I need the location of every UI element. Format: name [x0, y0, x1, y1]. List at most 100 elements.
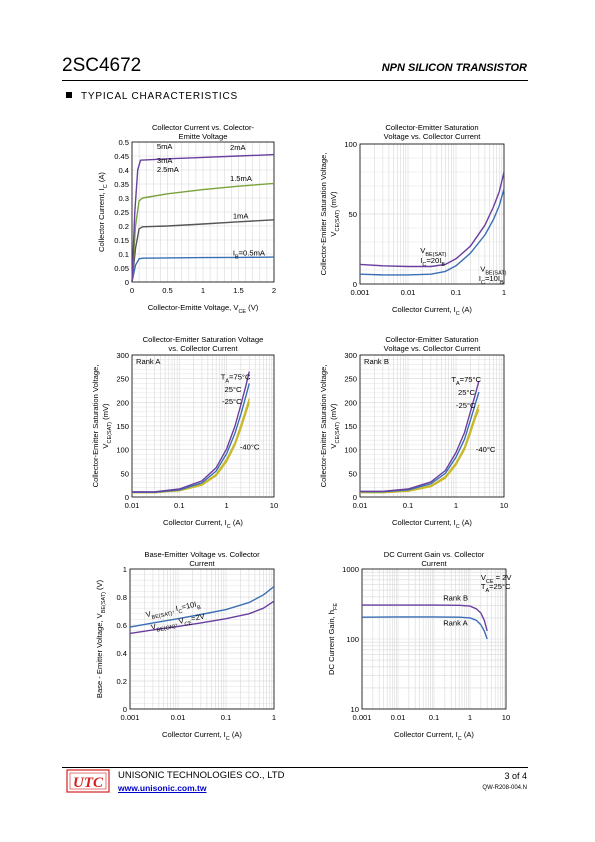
y-tick-label: 50 — [349, 210, 357, 219]
y-axis-label: Collector-Emitter Saturation Voltage, — [91, 365, 100, 488]
document-type: NPN SILICON TRANSISTOR — [381, 62, 527, 74]
y-tick-label: 0.4 — [116, 649, 127, 658]
y-tick-label: 0.6 — [116, 621, 127, 630]
y-axis-label: VCE(SAT) (mV) — [101, 403, 113, 449]
annotation: VBE(SAT) — [480, 264, 506, 276]
chart-title: Voltage vs. Collector Current — [384, 132, 482, 141]
y-axis-label: VCE(SAT) (mV) — [329, 191, 341, 237]
series-line — [362, 604, 488, 632]
series-line — [131, 219, 275, 283]
chart-collector-current: Collector Current vs. Colector-Emitte Vo… — [97, 123, 276, 315]
chart-vce-sat-rank-a: Collector-Emitter Saturation Voltagevs. … — [91, 335, 278, 530]
annotation: 1mA — [233, 211, 250, 220]
annotation: 25°C — [458, 388, 475, 397]
page-number: 3 of 4 — [504, 771, 527, 781]
annotation: VBE(ON), VCE=2V — [150, 611, 207, 634]
footer-rule — [62, 767, 528, 768]
annotation: IB=0.5mA — [233, 248, 266, 260]
annotation: 5mA — [157, 142, 174, 151]
series-line — [360, 409, 480, 494]
x-axis-label: Collector Current, IC (A) — [392, 518, 472, 530]
x-tick-label: 1 — [454, 501, 458, 510]
chart-title: vs. Collector Current — [168, 344, 238, 353]
series-line — [360, 380, 480, 493]
y-tick-label: 300 — [116, 351, 129, 360]
x-tick-label: 0.1 — [403, 501, 414, 510]
y-tick-label: 0.05 — [114, 264, 129, 273]
chart-title: Emitte Voltage — [179, 132, 228, 141]
y-tick-label: 200 — [116, 398, 129, 407]
annotation: TA=75°C — [451, 375, 481, 387]
annotation: IC=10IB — [479, 274, 504, 286]
annotation: 3mA — [157, 156, 174, 165]
series-line — [359, 171, 505, 268]
x-tick-label: 0.01 — [391, 713, 406, 722]
y-tick-label: 50 — [349, 469, 357, 478]
chart-title: Collector-Emitter Saturation — [385, 335, 478, 344]
y-tick-label: 0.5 — [118, 138, 129, 147]
chart-title: Collector-Emitter Saturation — [385, 123, 478, 132]
y-tick-label: 0.8 — [116, 593, 127, 602]
y-tick-label: 0 — [353, 493, 357, 502]
section-heading: TYPICAL CHARACTERISTICS — [66, 91, 238, 102]
x-tick-label: 0.01 — [125, 501, 140, 510]
annotation: VBE(SAT), IC=10IB — [145, 599, 202, 622]
y-axis-label: Collector Current, IC (A) — [97, 172, 109, 252]
annotation: -25°C — [456, 401, 476, 410]
series-line — [129, 585, 275, 628]
x-axis-label: Collector Current, IC (A) — [162, 730, 242, 742]
annotation: 1.5mA — [230, 174, 253, 183]
document-number: QW-R208-004.N — [482, 785, 527, 791]
plot-frame — [129, 568, 275, 710]
x-tick-label: 0.1 — [429, 713, 440, 722]
y-tick-label: 200 — [344, 398, 357, 407]
y-axis-label: VCE(SAT) (mV) — [329, 403, 341, 449]
x-tick-label: 0.01 — [401, 288, 416, 297]
x-axis-label: Collector Current, IC (A) — [392, 305, 472, 317]
chart-title: Current — [421, 559, 447, 568]
part-number: 2SC4672 — [62, 55, 142, 76]
annotation: -40°C — [240, 443, 260, 452]
company-name: UNISONIC TECHNOLOGIES CO., LTD — [118, 770, 285, 781]
annotation: VBE(SAT) — [420, 246, 446, 258]
annotation: TA=75°C — [221, 373, 251, 385]
y-tick-label: 250 — [116, 375, 129, 384]
annotation: Rank A — [443, 619, 468, 628]
x-tick-label: 10 — [500, 501, 508, 510]
svg-text:UTC: UTC — [73, 775, 104, 791]
utc-logo: UTC — [66, 769, 110, 793]
x-tick-label: 0.001 — [120, 713, 139, 722]
x-tick-label: 1 — [502, 288, 506, 297]
x-tick-label: 0.01 — [171, 713, 186, 722]
annotation: 2.5mA — [157, 165, 180, 174]
series-line — [360, 404, 480, 494]
annotation: 2mA — [230, 143, 247, 152]
y-tick-label: 0.35 — [114, 180, 129, 189]
annotation: TA=25°C — [481, 582, 511, 594]
header-rule — [62, 80, 528, 81]
website-link[interactable]: www.unisonic.com.tw — [118, 783, 207, 793]
y-axis-label: DC Current Gain, hFE — [327, 603, 339, 675]
x-tick-label: 0 — [130, 286, 134, 295]
y-tick-label: 300 — [344, 351, 357, 360]
y-axis-label: Base - Emitter Voltage, VBE(SAT) (V) — [95, 579, 107, 698]
chart-title: Collector Current vs. Colector- — [152, 123, 255, 132]
annotation: -25°C — [222, 397, 242, 406]
y-tick-label: 100 — [344, 140, 357, 149]
x-tick-label: 1 — [225, 501, 229, 510]
y-tick-label: 1000 — [342, 565, 359, 574]
chart-title: DC Current Gain vs. Collector — [384, 550, 485, 559]
x-tick-label: 1 — [201, 286, 205, 295]
y-tick-label: 150 — [116, 422, 129, 431]
x-tick-label: 0.1 — [451, 288, 462, 297]
x-tick-label: 0.01 — [353, 501, 368, 510]
x-axis-label: Collector Current, IC (A) — [394, 730, 474, 742]
y-tick-label: 100 — [116, 446, 129, 455]
plot-frame — [131, 141, 275, 283]
y-tick-label: 0.3 — [118, 194, 129, 203]
y-tick-label: 0 — [125, 278, 129, 287]
x-tick-label: 0.1 — [221, 713, 232, 722]
plot-frame — [361, 568, 507, 710]
y-tick-label: 0.45 — [114, 152, 129, 161]
